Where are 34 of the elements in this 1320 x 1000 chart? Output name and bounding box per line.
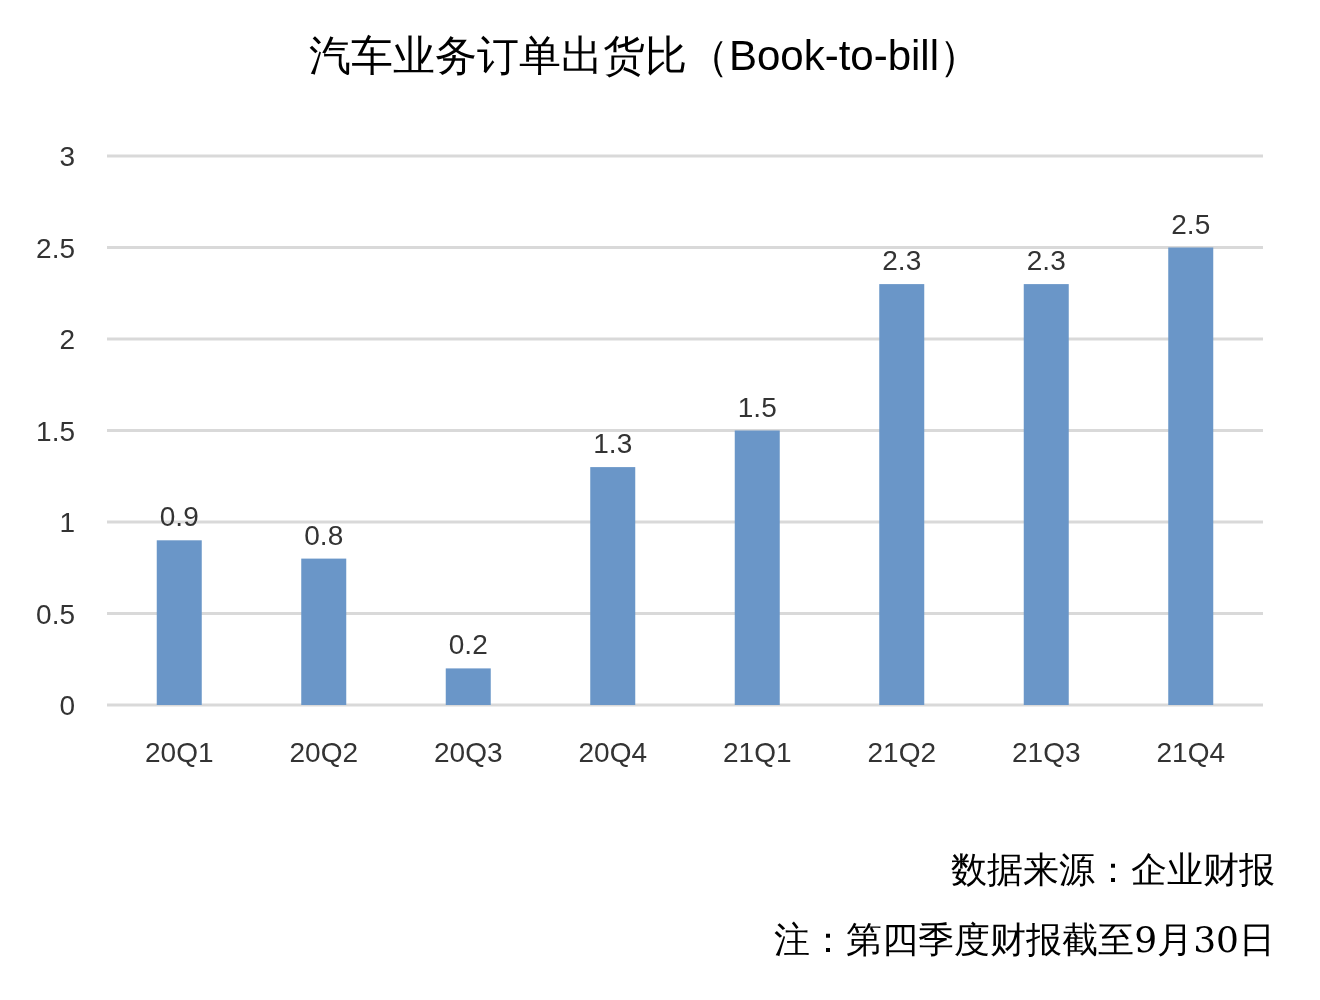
y-tick-label: 2.5 — [36, 232, 75, 264]
bar — [1168, 247, 1214, 705]
data-label: 0.9 — [159, 501, 199, 533]
bar — [156, 540, 202, 705]
x-tick-label: 20Q4 — [578, 737, 647, 768]
x-tick-label: 21Q4 — [1156, 737, 1225, 768]
y-tick-label: 0 — [59, 690, 75, 721]
x-tick-label: 21Q3 — [1012, 737, 1081, 768]
x-tick-label: 20Q1 — [145, 737, 214, 768]
y-tick-label: 3 — [59, 141, 75, 172]
data-label: 0.2 — [448, 629, 488, 661]
x-tick-label: 20Q3 — [434, 737, 503, 768]
x-tick-label: 21Q2 — [867, 737, 936, 768]
bar — [879, 284, 925, 705]
text: 注：第四季度财报截至9月30日 — [774, 919, 1275, 960]
data-label: 2.3 — [1026, 245, 1066, 277]
y-tick-label: 1.5 — [36, 415, 75, 447]
x-tick-label: 21Q1 — [723, 737, 792, 768]
bar — [734, 430, 780, 705]
bar — [590, 467, 636, 705]
data-label: 1.5 — [737, 391, 777, 423]
data-label: 0.8 — [304, 519, 344, 551]
y-tick-label: 2 — [59, 324, 75, 355]
bar — [301, 558, 347, 705]
x-tick-label: 20Q2 — [289, 737, 358, 768]
y-tick-label: 1 — [59, 507, 75, 538]
bar — [1023, 284, 1069, 705]
data-label: 2.3 — [882, 245, 922, 277]
data-label: 2.5 — [1171, 208, 1211, 240]
chart-title: 汽车业务订单出货比（Book-to-bill） — [308, 32, 982, 79]
source-note: 数据来源：企业财报 — [951, 849, 1275, 890]
bar — [445, 668, 491, 705]
y-tick-label: 0.5 — [36, 598, 75, 630]
data-label: 1.3 — [593, 428, 633, 460]
